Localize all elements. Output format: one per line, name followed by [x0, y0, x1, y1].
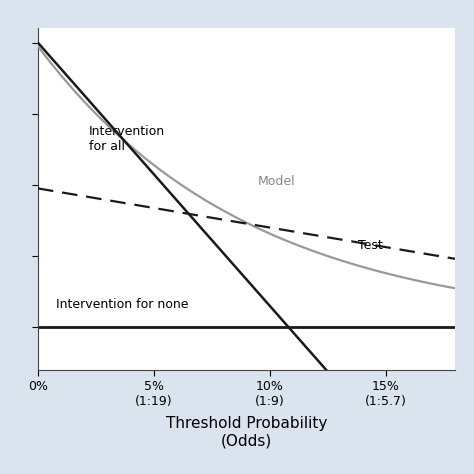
Text: Model: Model [258, 175, 296, 188]
Text: Intervention
for all: Intervention for all [89, 125, 165, 153]
X-axis label: Threshold Probability
(Odds): Threshold Probability (Odds) [166, 417, 327, 449]
Text: Test: Test [358, 239, 383, 252]
Text: Intervention for none: Intervention for none [56, 299, 189, 311]
